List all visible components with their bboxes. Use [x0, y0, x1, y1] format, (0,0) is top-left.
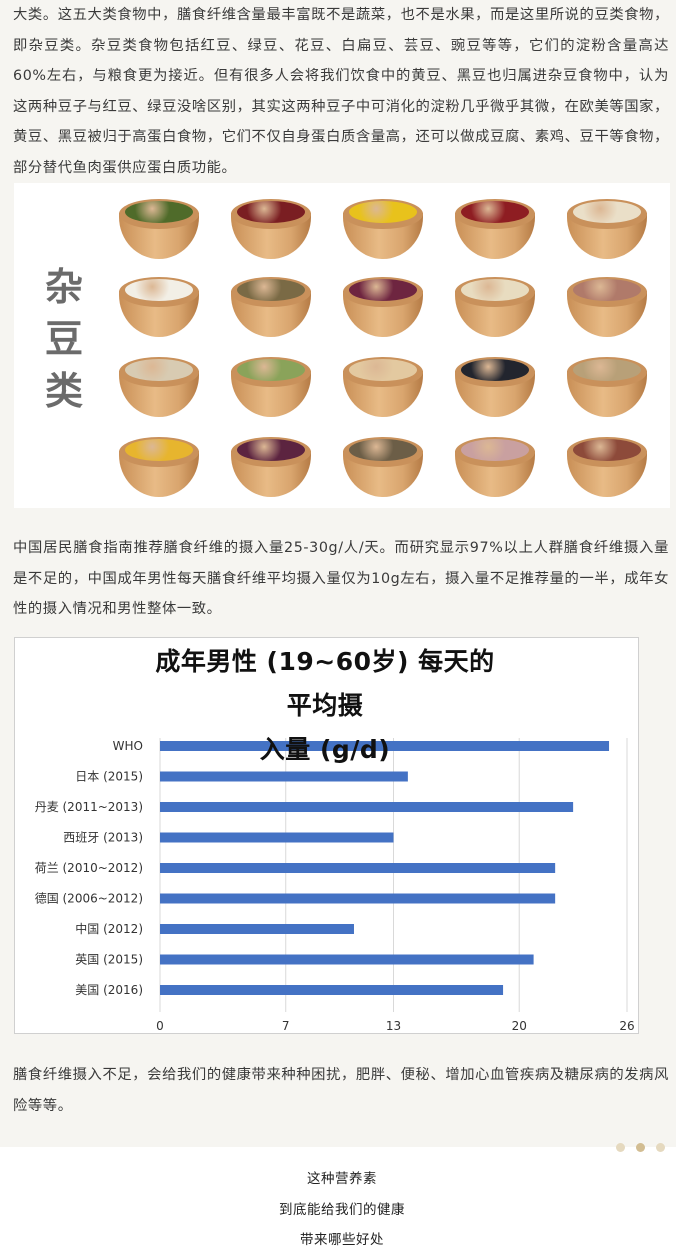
category-label: 英国 (2015)	[75, 953, 143, 967]
chart-svg: WHO 日本 (2015) 丹麦 (2011~2013) 西班牙 (2013) 荷兰 (…	[35, 738, 635, 1033]
beans-fill	[349, 279, 417, 301]
beans-title-char: 杂	[44, 265, 83, 309]
pagination-dot-active[interactable]	[636, 1143, 645, 1152]
beans-fill	[125, 359, 193, 381]
category-label: 日本 (2015)	[75, 770, 143, 784]
beans-fill	[237, 359, 305, 381]
bean-bowl	[562, 191, 652, 265]
bean-bowl	[226, 349, 316, 423]
x-tick-label: 7	[282, 1019, 290, 1033]
bar	[160, 924, 354, 934]
beans-fill	[237, 201, 305, 223]
bean-bowl	[562, 269, 652, 343]
bar	[160, 802, 574, 812]
beans-fill	[237, 279, 305, 301]
bean-bowl	[114, 349, 204, 423]
bean-bowl	[338, 191, 428, 265]
pagination-dot[interactable]	[616, 1143, 625, 1152]
bean-bowl	[562, 349, 652, 423]
beans-fill	[573, 359, 641, 381]
bean-bowl	[450, 191, 540, 265]
bean-bowl	[226, 269, 316, 343]
beans-title-char: 豆	[44, 317, 83, 361]
beans-fill	[461, 439, 529, 461]
bar	[160, 863, 556, 873]
chart-title-line2: 入量 (g/d)	[259, 735, 391, 764]
x-tick-label: 20	[512, 1019, 527, 1033]
bean-bowl	[338, 429, 428, 503]
bean-bowl	[450, 349, 540, 423]
beans-image-title: 杂 豆 类	[44, 261, 84, 417]
bar	[160, 954, 534, 965]
bean-bowl	[338, 349, 428, 423]
bean-bowl	[450, 269, 540, 343]
category-label: 美国 (2016)	[75, 983, 143, 997]
beans-title-char: 类	[44, 369, 83, 413]
beans-fill	[461, 279, 529, 301]
bean-bowl	[450, 429, 540, 503]
bean-bowl	[562, 429, 652, 503]
chart-title-line1: 成年男性 (19~60岁) 每天的平均摄	[155, 647, 495, 720]
beans-fill	[573, 279, 641, 301]
category-label: 西班牙 (2013)	[63, 831, 143, 845]
beans-fill	[461, 359, 529, 381]
beans-fill	[349, 201, 417, 223]
bar	[160, 771, 408, 782]
category-label: 丹麦 (2011~2013)	[35, 800, 143, 814]
beans-fill	[461, 201, 529, 223]
article-card: 大类。这五大类食物中，膳食纤维含量最丰富既不是蔬菜，也不是水果，而是这里所说的豆…	[0, 0, 676, 1147]
outro-line-2: 到底能给我们的健康	[279, 1202, 405, 1218]
x-tick-label: 0	[156, 1019, 164, 1033]
bean-bowl	[114, 269, 204, 343]
bean-bowl	[114, 191, 204, 265]
category-label: 中国 (2012)	[75, 921, 143, 936]
beans-fill	[573, 439, 641, 461]
bean-bowl	[226, 191, 316, 265]
outro-line-3: 带来哪些好处	[300, 1232, 384, 1248]
chart-title: 成年男性 (19~60岁) 每天的平均摄 入量 (g/d)	[145, 640, 505, 772]
bar	[160, 893, 556, 904]
conclusion-paragraph: 膳食纤维摄入不足，会给我们的健康带来种种困扰，肥胖、便秘、增加心血管疾病及糖尿病…	[13, 1067, 669, 1114]
beans-fill	[125, 279, 193, 301]
bean-bowl	[226, 429, 316, 503]
x-tick-label: 13	[386, 1019, 401, 1033]
intro-paragraph: 大类。这五大类食物中，膳食纤维含量最丰富既不是蔬菜，也不是水果，而是这里所说的豆…	[13, 7, 669, 176]
beans-fill	[125, 201, 193, 223]
bean-bowl	[338, 269, 428, 343]
fiber-intake-chart: WHO 日本 (2015) 丹麦 (2011~2013) 西班牙 (2013) 荷兰 (…	[14, 637, 639, 1034]
fiber-intake-paragraph: 中国居民膳食指南推荐膳食纤维的摄入量25-30g/人/天。而研究显示97%以上人…	[13, 540, 669, 617]
category-label: WHO	[113, 739, 143, 753]
beans-fill	[349, 439, 417, 461]
bar	[160, 985, 504, 995]
category-label: 荷兰 (2010~2012)	[35, 861, 143, 875]
bar	[160, 741, 610, 751]
outro-line-1: 这种营养素	[307, 1171, 377, 1187]
pagination-dot[interactable]	[656, 1143, 665, 1152]
beans-fill	[573, 201, 641, 223]
beans-fill	[349, 359, 417, 381]
beans-image: 杂 豆 类	[14, 183, 670, 508]
x-tick-label: 26	[619, 1019, 634, 1033]
beans-fill	[237, 439, 305, 461]
category-label: 德国 (2006~2012)	[35, 891, 143, 906]
bean-bowl	[114, 429, 204, 503]
bar	[160, 832, 394, 843]
beans-fill	[125, 439, 193, 461]
